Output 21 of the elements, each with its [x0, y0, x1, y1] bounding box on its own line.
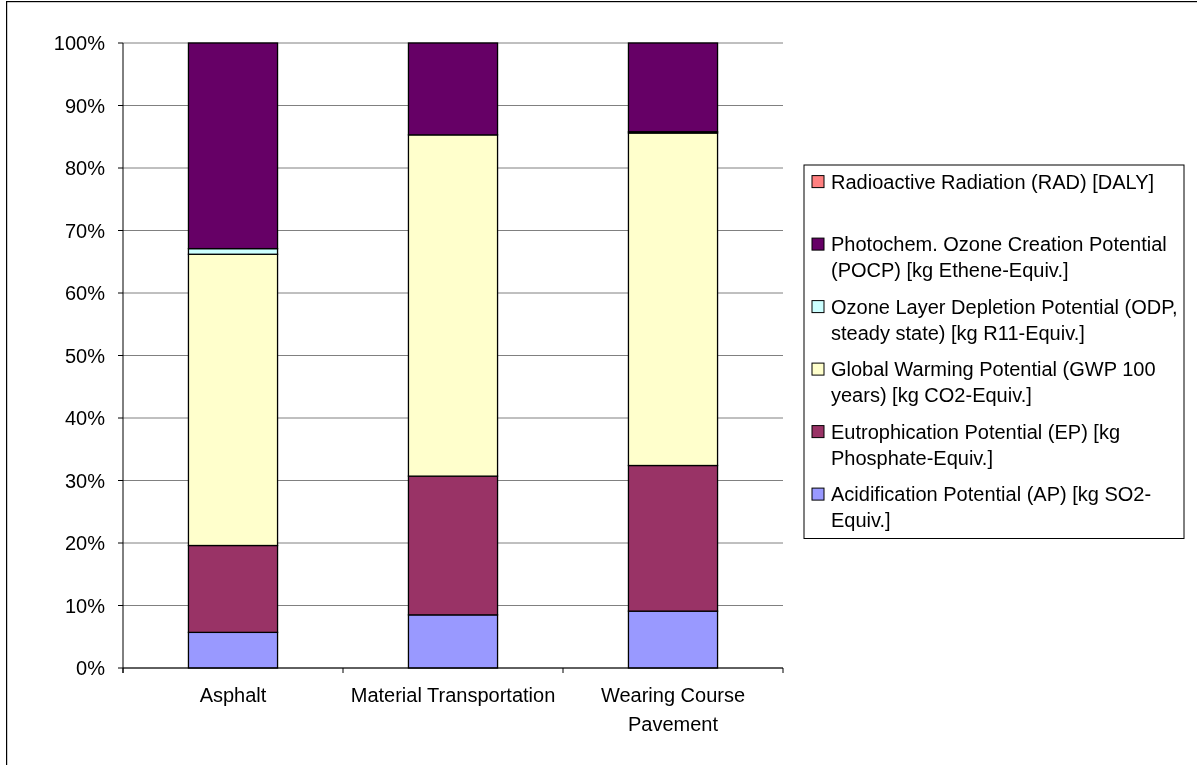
y-tick-label: 20%: [64, 532, 106, 554]
legend-label: Eutrophication Potential (EP) [kg Phosphate-Equiv.]: [831, 420, 1121, 469]
y-tick-label: 0%: [76, 657, 106, 679]
y-tick-label: 10%: [64, 594, 106, 617]
y-tick-label: 60%: [64, 282, 106, 304]
bar: [627, 42, 719, 133]
x-tick-label: Material Transportation: [350, 684, 556, 706]
x-tick-label: Wearing Course Pavement: [600, 684, 746, 735]
legend-label: Acidification Potential (AP) [kg SO2-Equiv.]: [831, 483, 1152, 532]
y-tick-label: 40%: [64, 407, 106, 429]
legend-label: Photochem. Ozone Creation Potential (POCP) [kg Ethene-Equiv.]: [831, 233, 1167, 282]
y-tick-label: 90%: [64, 94, 106, 117]
y-tick-label: 80%: [64, 157, 106, 179]
legend-label: Global Warming Potential (GWP 100 years) [kg CO2-Equiv.]: [831, 358, 1156, 407]
y-tick-label: 100%: [53, 32, 106, 54]
legend-label: Radioactive Radiation (RAD) [DALY]: [831, 170, 1155, 193]
y-tick-label: 70%: [64, 219, 106, 242]
x-tick-label: Asphalt: [199, 684, 267, 706]
y-tick-label: 30%: [64, 469, 106, 492]
y-tick-label: 50%: [64, 344, 106, 367]
legend-label: Ozone Layer Depletion Potential (ODP, steady state) [kg R11-Equiv.]: [831, 295, 1178, 344]
